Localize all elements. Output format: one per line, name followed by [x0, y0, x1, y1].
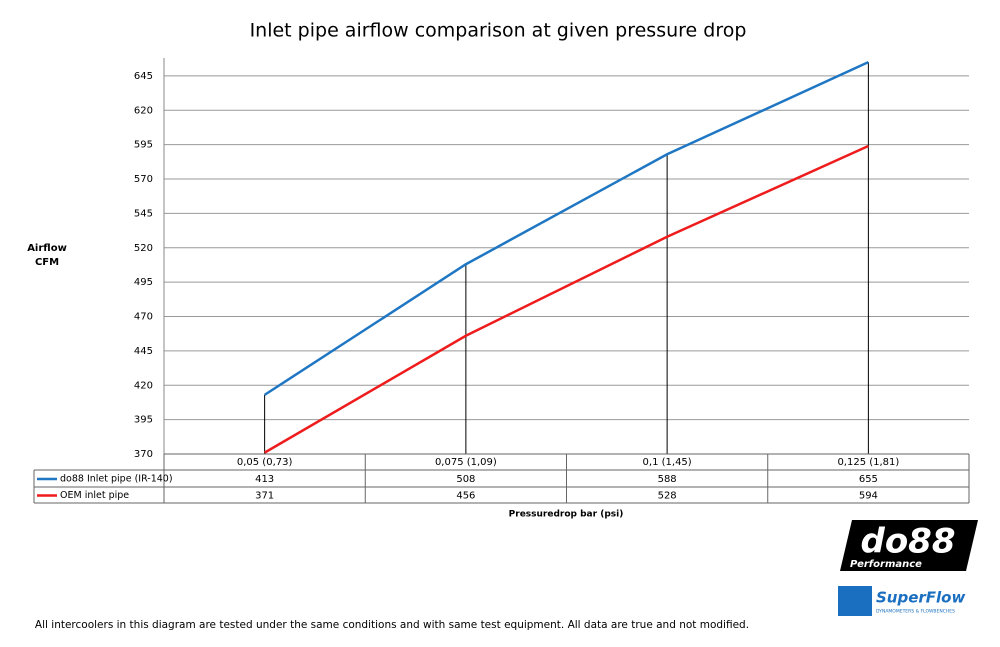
do88-logo: do88 Performance [840, 520, 978, 571]
data-label: 594 [859, 491, 878, 502]
x-tick-label: 0,125 (1,81) [837, 457, 899, 468]
y-tick-label: 595 [134, 140, 153, 151]
data-label: 413 [255, 474, 274, 485]
superflow-logo: SuperFlow DYNAMOMETERS & FLOWBENCHES [838, 586, 965, 616]
data-label: 456 [456, 491, 475, 502]
y-axis-label: CFM [35, 257, 59, 268]
data-label: 588 [658, 474, 677, 485]
logo-subtext: DYNAMOMETERS & FLOWBENCHES [876, 609, 955, 615]
y-tick-label: 420 [134, 380, 153, 391]
series-line [263, 60, 869, 396]
logo-text: SuperFlow [876, 589, 965, 607]
chart-title: Inlet pipe airflow comparison at given p… [250, 20, 747, 42]
y-tick-label: 545 [134, 208, 153, 219]
y-tick-label: 620 [134, 105, 153, 116]
logo-icon [838, 586, 872, 616]
x-tick-label: 0,05 (0,73) [237, 457, 293, 468]
legend-label: do88 Inlet pipe (IR-140) [60, 474, 173, 485]
y-tick-label: 470 [134, 312, 153, 323]
logo-text: do88 [860, 522, 955, 562]
y-tick-label: 395 [134, 415, 153, 426]
y-tick-label: 445 [134, 346, 153, 357]
x-tick-label: 0,075 (1,09) [435, 457, 497, 468]
y-axis-label: Airflow [27, 243, 67, 254]
y-tick-label: 520 [134, 243, 153, 254]
series-line [263, 144, 869, 454]
logo-bg [840, 520, 978, 571]
y-tick-label: 370 [134, 449, 153, 460]
x-axis-label: Pressuredrop bar (psi) [509, 510, 624, 520]
logo-subtext: Performance [850, 559, 922, 570]
x-tick-label: 0,1 (1,45) [643, 457, 692, 468]
data-label: 655 [859, 474, 878, 485]
legend-label: OEM inlet pipe [60, 490, 129, 501]
data-label: 371 [255, 491, 274, 502]
data-label: 508 [456, 474, 475, 485]
y-tick-label: 570 [134, 174, 153, 185]
y-tick-label: 645 [134, 71, 153, 82]
data-label: 528 [658, 491, 677, 502]
y-tick-label: 495 [134, 277, 153, 288]
footnote: All intercoolers in this diagram are tes… [35, 619, 749, 631]
